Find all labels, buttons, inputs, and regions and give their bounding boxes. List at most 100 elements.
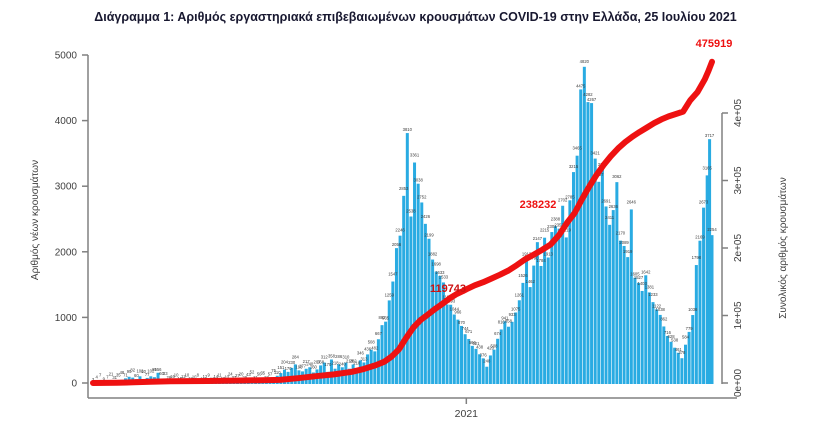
bar-label: 286 bbox=[335, 354, 343, 359]
left-axis-tick-label: 5000 bbox=[55, 51, 78, 62]
bar-label: 2636 bbox=[609, 204, 619, 209]
bar bbox=[553, 226, 557, 384]
bar-label: 2426 bbox=[421, 214, 431, 219]
bar-label: 671 bbox=[465, 329, 473, 334]
bar bbox=[572, 172, 576, 384]
bar-label: 628 bbox=[668, 334, 676, 339]
bar-label: 218 bbox=[353, 361, 361, 366]
bar bbox=[647, 292, 651, 384]
bar bbox=[431, 259, 435, 384]
bar bbox=[499, 329, 503, 384]
bar-label: 2215 bbox=[540, 228, 550, 233]
bar bbox=[687, 331, 691, 384]
bar-label: 10 bbox=[185, 372, 190, 377]
bar-label: 9 bbox=[103, 376, 106, 381]
bar-label: 1533 bbox=[439, 274, 449, 279]
bar-label: 11 bbox=[217, 372, 222, 377]
bar bbox=[478, 354, 482, 384]
bar bbox=[655, 309, 659, 384]
bar bbox=[420, 202, 424, 384]
bar-label: 3717 bbox=[705, 133, 715, 138]
bar-label: 310 bbox=[342, 355, 350, 360]
right-axis-tick-label: 3e+05 bbox=[733, 166, 744, 195]
cumulative-annotation: 238232 bbox=[520, 199, 557, 211]
bar-label: 33 bbox=[163, 371, 168, 376]
bar-label: 358 bbox=[328, 354, 336, 359]
bar bbox=[391, 281, 395, 384]
bar-label: 110 bbox=[274, 370, 281, 375]
bar-label: 1193 bbox=[446, 299, 456, 304]
bar-label: 218 bbox=[332, 361, 340, 366]
left-axis-title: Αριθμός νέων κρουσμάτων bbox=[29, 160, 41, 280]
bar-label: 667 bbox=[375, 331, 383, 336]
bar-label: 160 bbox=[310, 365, 318, 370]
bar-label: 966 bbox=[454, 310, 462, 315]
bar bbox=[615, 182, 619, 384]
bar-label: 2170 bbox=[616, 231, 626, 236]
bar-label: 1122 bbox=[652, 303, 662, 308]
bar-label: 28 bbox=[167, 375, 172, 380]
bar bbox=[416, 183, 420, 384]
bar-label: 2691 bbox=[601, 198, 611, 203]
bar-label: 31 bbox=[112, 375, 117, 380]
bar-label: 170 bbox=[324, 362, 332, 367]
bar-label: 27 bbox=[235, 373, 240, 378]
bar bbox=[394, 248, 398, 384]
bar bbox=[405, 133, 409, 384]
bar bbox=[481, 358, 485, 384]
bar-label: 60 bbox=[141, 369, 146, 374]
bar bbox=[586, 102, 590, 384]
bar-label: 35 bbox=[260, 371, 265, 376]
bar-label: 1698 bbox=[432, 262, 442, 267]
bar-label: 75 bbox=[271, 368, 276, 373]
cumulative-annotation: 119743 bbox=[430, 283, 466, 295]
bar-label: 538 bbox=[671, 338, 679, 343]
bar-label: 10 bbox=[174, 372, 179, 377]
bar-label: 2673 bbox=[699, 200, 709, 205]
bar-label: 3465 bbox=[572, 146, 582, 151]
bar-label: 20 bbox=[239, 372, 244, 377]
bar-label: 2538 bbox=[406, 209, 416, 214]
daily-cases-bars bbox=[91, 66, 714, 385]
bar-label: 376 bbox=[480, 352, 488, 357]
bar bbox=[438, 275, 442, 384]
bar-label: 240 bbox=[339, 361, 347, 366]
bar-label: 12 bbox=[181, 374, 186, 379]
bar-label: 4 bbox=[95, 375, 98, 380]
bar-label: 1381 bbox=[645, 284, 655, 289]
bar-label: 1036 bbox=[688, 307, 698, 312]
bar bbox=[710, 235, 714, 384]
bar-label: 8 bbox=[197, 372, 200, 377]
bar-label: 461 bbox=[675, 347, 683, 352]
bar-label: 282 bbox=[350, 359, 358, 364]
bar bbox=[543, 237, 547, 384]
right-axis-tick-label: 0e+00 bbox=[733, 369, 744, 398]
bar-label: 2169 bbox=[695, 235, 705, 240]
bar-label: 2646 bbox=[627, 199, 637, 204]
bar-label: 1642 bbox=[641, 269, 651, 274]
bar-label: 240 bbox=[306, 361, 314, 366]
left-axis-tick-label: 4000 bbox=[55, 116, 78, 127]
bar-label: 177 bbox=[299, 363, 307, 368]
bar bbox=[622, 245, 626, 384]
bar-label: 378 bbox=[678, 350, 686, 355]
bar-label: 77 bbox=[145, 372, 150, 377]
bar-label: 584 bbox=[682, 335, 690, 340]
bar bbox=[384, 321, 388, 384]
right-axis-tick-label: 4e+05 bbox=[733, 99, 744, 128]
bar-label: 3810 bbox=[403, 127, 413, 132]
bar bbox=[611, 210, 615, 384]
bar bbox=[673, 347, 677, 384]
bar-label: 2199 bbox=[424, 233, 434, 238]
bar-label: 4820 bbox=[580, 59, 590, 64]
bar bbox=[398, 235, 402, 384]
bar bbox=[496, 338, 500, 384]
bar bbox=[694, 265, 698, 384]
bar-label: 2853 bbox=[399, 186, 409, 191]
bar-label: 2785 bbox=[565, 194, 575, 199]
bar bbox=[651, 302, 655, 384]
bar-label: 1605 bbox=[630, 272, 640, 277]
bar-label: 870 bbox=[458, 320, 466, 325]
bar-label: 1798 bbox=[692, 255, 702, 260]
